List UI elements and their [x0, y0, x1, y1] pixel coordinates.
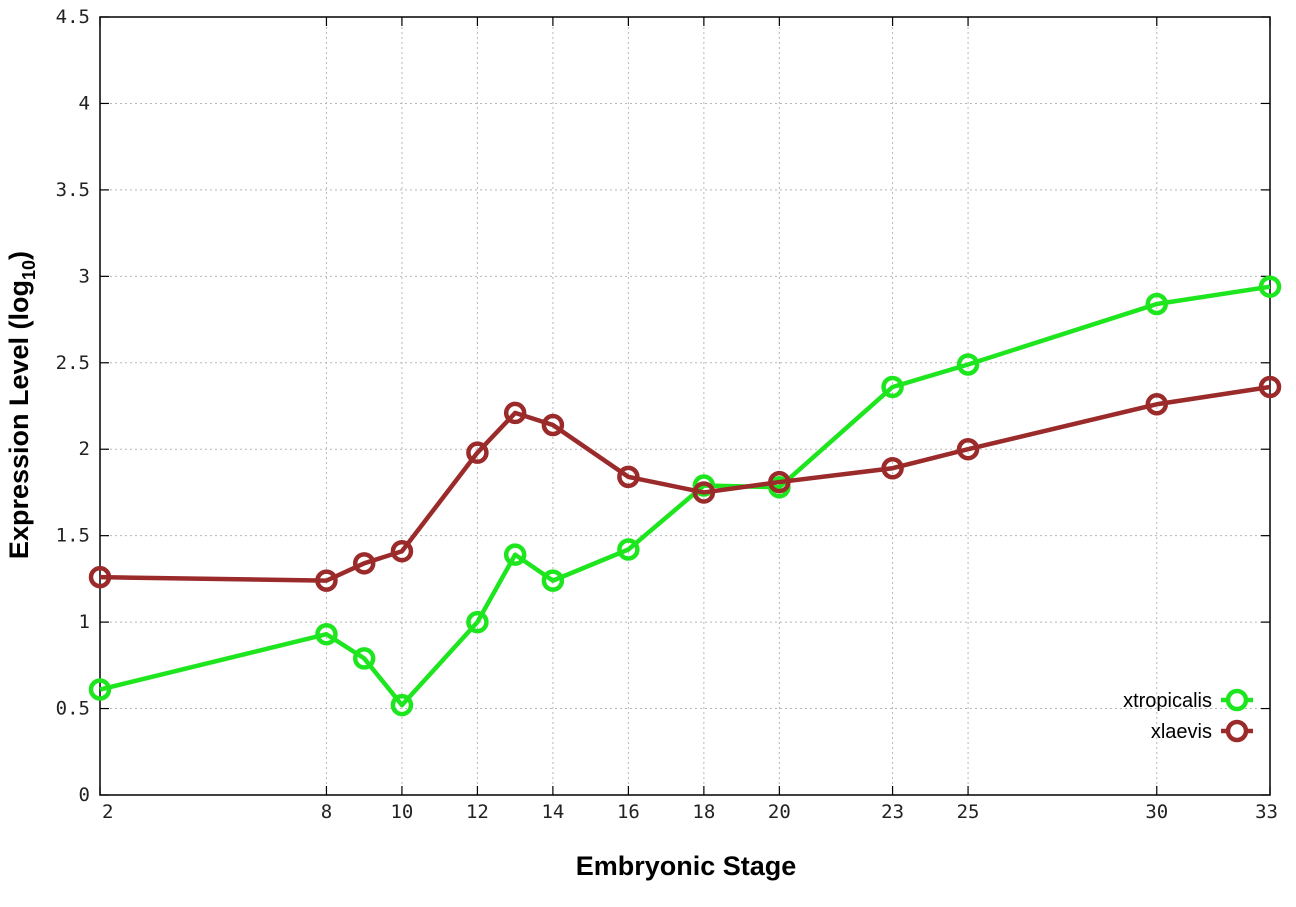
data-point-xlaevis [541, 413, 565, 437]
grid [100, 17, 1270, 795]
y-axis-title: Expression Level (log10) [4, 251, 39, 559]
data-point-xlaevis [1258, 375, 1282, 399]
data-point-xlaevis [352, 552, 376, 575]
y-tick-label: 0.5 [56, 698, 90, 720]
data-point-xlaevis [768, 470, 791, 494]
data-point-xtropicalis [88, 678, 112, 701]
series-xtropicalis [88, 275, 1282, 717]
x-tick-label: 23 [881, 801, 904, 823]
x-tick-label: 33 [1255, 801, 1278, 823]
data-point-xlaevis [503, 401, 527, 425]
y-tick-label: 2.5 [56, 352, 90, 374]
x-tick-label: 14 [541, 801, 564, 823]
data-point-xlaevis [390, 539, 414, 563]
y-tick-label: 1 [79, 611, 90, 633]
y-axis-title-main: Expression Level (log [4, 280, 34, 559]
plot-frame [99, 16, 1271, 796]
x-tick-label: 20 [768, 801, 791, 823]
data-point-xlaevis [88, 565, 112, 589]
legend-label: xtropicalis [1123, 690, 1212, 712]
y-tick-label: 2 [79, 438, 90, 460]
legend-label: xlaevis [1151, 721, 1212, 743]
data-point-xtropicalis [352, 647, 376, 670]
x-tick-label: 30 [1145, 801, 1168, 823]
data-point-xtropicalis [956, 353, 980, 376]
y-axis-title-close: ) [4, 251, 34, 260]
data-point-xtropicalis [1258, 275, 1282, 298]
x-tick-label: 8 [321, 801, 332, 823]
y-tick-label: 4.5 [56, 6, 90, 28]
y-tick-label: 3 [79, 265, 90, 287]
data-point-xtropicalis [1145, 292, 1169, 316]
data-point-xtropicalis [466, 610, 489, 634]
legend-item-xlaevis: xlaevis [1151, 719, 1253, 743]
y-tick-label: 0 [79, 784, 90, 806]
data-point-xlaevis [315, 569, 338, 592]
series-layer [88, 275, 1282, 717]
data-point-xtropicalis [315, 622, 338, 646]
data-point-xtropicalis [503, 543, 527, 566]
x-tick-label: 2 [102, 801, 113, 823]
legend-marker [1225, 719, 1249, 743]
data-point-xtropicalis [541, 569, 565, 592]
x-tick-label: 10 [390, 801, 413, 823]
x-tick-label: 25 [957, 801, 980, 823]
y-tick-labels: 0 0.5 1 1.5 2 2.5 3 3.5 4 4.5 [56, 6, 90, 806]
data-point-xlaevis [466, 441, 489, 464]
data-point-xlaevis [692, 481, 716, 504]
data-point-xlaevis [956, 437, 980, 461]
y-tick-label: 1.5 [56, 525, 90, 547]
x-tick-label: 16 [617, 801, 640, 823]
data-point-xtropicalis [881, 375, 904, 399]
legend-marker [1225, 688, 1249, 712]
x-axis-title: Embryonic Stage [576, 851, 797, 881]
series-line-xlaevis [99, 384, 1271, 583]
y-tick-label: 4 [79, 92, 90, 114]
x-tick-label: 12 [466, 801, 489, 823]
data-point-xlaevis [881, 456, 904, 480]
tick-marks [99, 16, 1271, 796]
y-tick-label: 3.5 [56, 179, 90, 201]
data-point-xlaevis [617, 465, 640, 489]
data-point-xlaevis [1145, 393, 1169, 416]
legend-item-xtropicalis: xtropicalis [1123, 688, 1253, 712]
x-tick-labels: 2 8 10 12 14 16 18 20 23 25 30 33 [102, 801, 1278, 823]
y-axis-title-subscript: 10 [19, 260, 39, 280]
legend: xtropicalis xlaevis [1123, 688, 1253, 743]
x-tick-label: 18 [692, 801, 715, 823]
data-point-xtropicalis [617, 538, 640, 561]
data-point-xtropicalis [390, 693, 414, 717]
series-xlaevis [88, 375, 1282, 592]
series-line-xtropicalis [99, 284, 1271, 708]
